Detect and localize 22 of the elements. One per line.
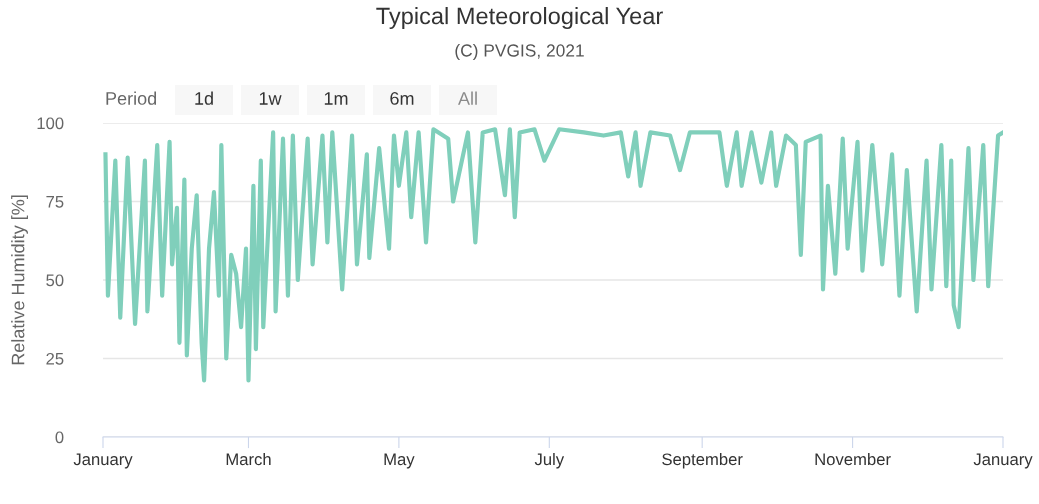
chart-title: Typical Meteorological Year [376,7,663,29]
y-tick-label: 100 [37,117,64,130]
text: 1d [195,91,213,105]
text: All [458,91,477,105]
text: 1w [259,92,282,105]
chart-subtitle: (C) PVGIS, 2021 [455,43,584,61]
text: Period [106,91,157,105]
x-tick-label: September [662,452,743,469]
x-tick-label: January [973,453,1033,469]
line-series [103,127,1003,383]
y-tick-label: 25 [46,352,64,365]
y-axis-title: Relative Humidity [%] [11,195,28,365]
x-tick-label: January [73,453,133,469]
y-tick-label: 50 [46,274,64,287]
x-tick-label: May [384,453,415,469]
x-tick-label: March [226,452,271,466]
text: 6m [390,92,414,105]
y-tick-label: 75 [46,196,64,208]
y-tick-label: 0 [55,431,64,444]
text: 1m [324,92,348,105]
x-tick-label: July [534,452,565,469]
x-tick-label: November [815,452,891,466]
